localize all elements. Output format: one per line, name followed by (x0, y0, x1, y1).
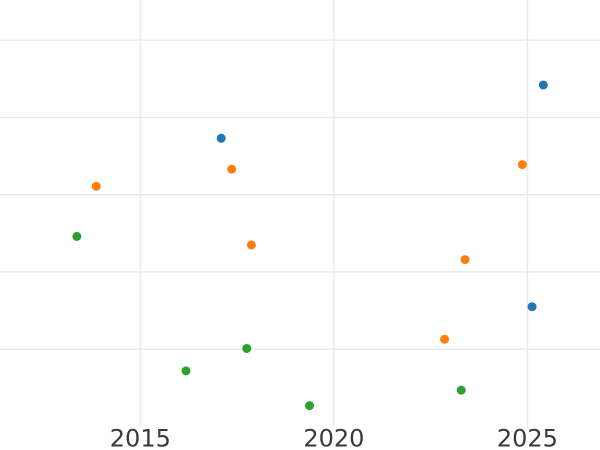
data-point-series-orange (517, 160, 527, 170)
data-point-series-orange (91, 181, 101, 191)
data-point-series-blue (527, 302, 537, 312)
data-point-series-green (456, 385, 466, 395)
data-point-series-blue (216, 133, 226, 143)
data-point-series-orange (460, 255, 470, 265)
x-tick-label: 2015 (110, 425, 171, 450)
data-point-series-green (304, 401, 314, 411)
data-point-series-green (72, 231, 82, 241)
data-point-series-orange (246, 240, 256, 250)
data-point-series-green (181, 366, 191, 376)
data-point-series-orange (227, 164, 237, 174)
x-tick-label: 2020 (303, 425, 364, 450)
data-point-series-orange (440, 334, 450, 344)
x-tick-label: 2025 (497, 425, 558, 450)
data-point-series-blue (538, 80, 548, 90)
data-point-series-green (242, 343, 252, 353)
